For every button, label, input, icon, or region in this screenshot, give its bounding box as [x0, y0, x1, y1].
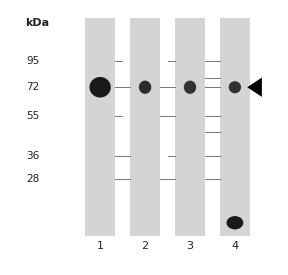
Ellipse shape	[226, 216, 243, 229]
Bar	[175, 18, 205, 236]
Bar	[85, 18, 115, 236]
Text: 72: 72	[26, 82, 39, 92]
Bar	[220, 18, 250, 236]
Ellipse shape	[229, 81, 241, 93]
Text: 95: 95	[26, 56, 39, 66]
Text: 28: 28	[26, 174, 39, 184]
Text: kDa: kDa	[25, 18, 49, 28]
Text: 4: 4	[231, 241, 238, 251]
Text: 1: 1	[97, 241, 104, 251]
Text: 3: 3	[187, 241, 194, 251]
Ellipse shape	[184, 81, 196, 94]
Polygon shape	[247, 78, 262, 97]
Text: 55: 55	[26, 111, 39, 121]
Bar	[130, 18, 160, 236]
Text: 36: 36	[26, 151, 39, 161]
Ellipse shape	[90, 77, 111, 98]
Ellipse shape	[139, 81, 151, 94]
Text: 2: 2	[141, 241, 149, 251]
